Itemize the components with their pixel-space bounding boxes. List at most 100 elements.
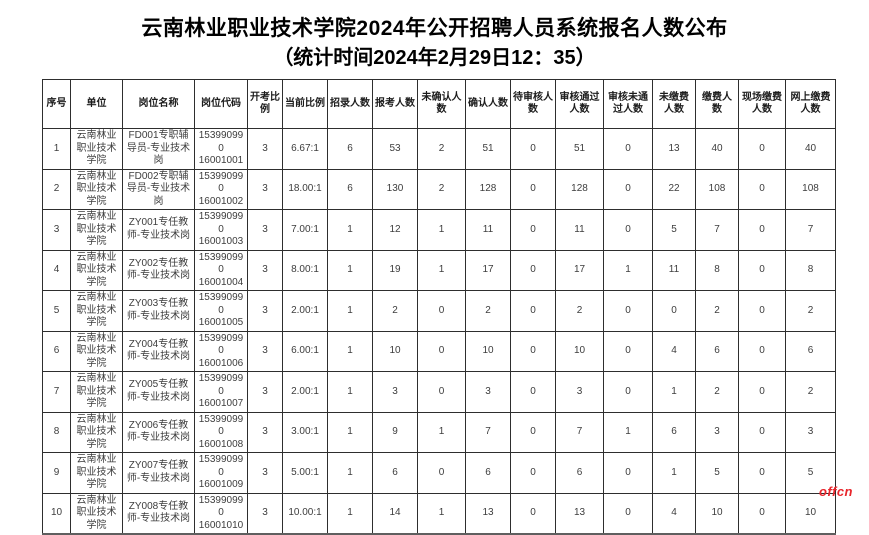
- table-cell: 0: [417, 330, 466, 372]
- table-cell: 3: [695, 411, 739, 453]
- table-cell: 8.00:1: [282, 249, 328, 291]
- table-cell: 云南林业职业技术学院: [70, 371, 123, 413]
- table-cell: 153990990 16001009: [194, 452, 248, 494]
- table-cell: 云南林业职业技术学院: [70, 452, 123, 494]
- table-row: 8 云南林业职业技术学院 ZY006专任教师-专业技术岗 153990990 1600…: [42, 411, 836, 453]
- table-cell: 6.00:1: [282, 330, 328, 372]
- table-cell: 0: [738, 128, 786, 170]
- table-cell: 6: [695, 330, 739, 372]
- table-cell: 8: [42, 411, 71, 453]
- table-header-row-group: 序号 单位 岗位名称 岗位代码 开考比例 当前比例 招录人数 报考人数 未确认人数 确认人数 待审核…: [42, 79, 836, 129]
- table-cell: 12: [372, 209, 418, 251]
- table-cell: 0: [510, 492, 556, 535]
- table-cell: 10: [785, 492, 836, 535]
- table-cell: 108: [695, 168, 739, 210]
- table-cell: 11: [555, 209, 604, 251]
- table-cell: 2: [785, 290, 836, 332]
- table-cell: 18.00:1: [282, 168, 328, 210]
- table-cell: 0: [738, 209, 786, 251]
- table-row: 5 云南林业职业技术学院 ZY003专任教师-专业技术岗 153990990 1600…: [42, 290, 836, 332]
- table-cell: 3: [785, 411, 836, 453]
- table-cell: 19: [372, 249, 418, 291]
- table-cell: 153990990 16001008: [194, 411, 248, 453]
- table-cell: 0: [738, 290, 786, 332]
- column-header: 未确认人数: [417, 79, 466, 129]
- table-cell: 0: [738, 249, 786, 291]
- table-cell: 7.00:1: [282, 209, 328, 251]
- table-cell: 2.00:1: [282, 290, 328, 332]
- table-cell: 1: [42, 128, 71, 170]
- table-cell: 3: [372, 371, 418, 413]
- table-cell: 51: [555, 128, 604, 170]
- table-row: 6 云南林业职业技术学院 ZY004专任教师-专业技术岗 153990990 1600…: [42, 330, 836, 372]
- table-cell: ZY006专任教师-专业技术岗: [122, 411, 195, 453]
- table-cell: 153990990 16001007: [194, 371, 248, 413]
- table-cell: 云南林业职业技术学院: [70, 128, 123, 170]
- column-header: 当前比例: [282, 79, 328, 129]
- table-cell: 1: [603, 411, 653, 453]
- table-cell: 云南林业职业技术学院: [70, 209, 123, 251]
- table-row: 2 云南林业职业技术学院 FD002专职辅导员-专业技术岗 153990990 160…: [42, 168, 836, 210]
- table-cell: 8: [695, 249, 739, 291]
- table-cell: 7: [42, 371, 71, 413]
- column-header: 岗位名称: [122, 79, 195, 129]
- table-cell: 22: [652, 168, 696, 210]
- table-cell: 5: [652, 209, 696, 251]
- table-cell: 0: [417, 452, 466, 494]
- table-cell: 2: [372, 290, 418, 332]
- table-cell: 3: [247, 168, 283, 210]
- table-cell: 1: [417, 249, 466, 291]
- table-cell: 0: [603, 492, 653, 535]
- table-cell: 4: [652, 492, 696, 535]
- table-cell: ZY008专任教师-专业技术岗: [122, 492, 195, 535]
- table-cell: 7: [695, 209, 739, 251]
- table-cell: 51: [465, 128, 511, 170]
- table-cell: 40: [785, 128, 836, 170]
- table-cell: 3: [465, 371, 511, 413]
- table-cell: 153990990 16001004: [194, 249, 248, 291]
- table-cell: 9: [42, 452, 71, 494]
- table-cell: 云南林业职业技术学院: [70, 290, 123, 332]
- table-cell: 1: [417, 209, 466, 251]
- table-cell: 10: [555, 330, 604, 372]
- table-cell: 0: [417, 290, 466, 332]
- table-cell: ZY005专任教师-专业技术岗: [122, 371, 195, 413]
- column-header: 岗位代码: [194, 79, 248, 129]
- page-subtitle: （统计时间2024年2月29日12：35）: [273, 47, 596, 69]
- table-cell: 11: [652, 249, 696, 291]
- table-cell: 1: [652, 371, 696, 413]
- table-cell: 8: [785, 249, 836, 291]
- table-cell: 2: [785, 371, 836, 413]
- table-cell: 10: [695, 492, 739, 535]
- table-cell: 0: [603, 168, 653, 210]
- column-header: 未缴费人数: [652, 79, 696, 129]
- table-cell: 153990990 16001010: [194, 492, 248, 535]
- column-header: 审核通过人数: [555, 79, 604, 129]
- table-cell: 3: [555, 371, 604, 413]
- table-cell: 3: [247, 371, 283, 413]
- table-cell: 2: [555, 290, 604, 332]
- table-cell: 2.00:1: [282, 371, 328, 413]
- table-cell: 2: [417, 128, 466, 170]
- table-cell: 1: [652, 452, 696, 494]
- table-cell: 0: [738, 168, 786, 210]
- table-cell: 0: [738, 452, 786, 494]
- page-title: 云南林业职业技术学院2024年公开招聘人员系统报名人数公布: [141, 17, 728, 40]
- column-header: 缴费人数: [695, 79, 739, 129]
- table-cell: 0: [510, 249, 556, 291]
- column-header: 单位: [70, 79, 123, 129]
- table-cell: 5.00:1: [282, 452, 328, 494]
- table-cell: 5: [695, 452, 739, 494]
- table-cell: 1: [417, 411, 466, 453]
- table-cell: 130: [372, 168, 418, 210]
- table-cell: 17: [465, 249, 511, 291]
- table-cell: 1: [327, 371, 373, 413]
- table-cell: 1: [327, 290, 373, 332]
- table-cell: 0: [510, 128, 556, 170]
- table-cell: 0: [510, 452, 556, 494]
- table-cell: 0: [417, 371, 466, 413]
- table-cell: 0: [603, 290, 653, 332]
- table-cell: 3: [247, 249, 283, 291]
- table-cell: 2: [695, 371, 739, 413]
- table-cell: 128: [555, 168, 604, 210]
